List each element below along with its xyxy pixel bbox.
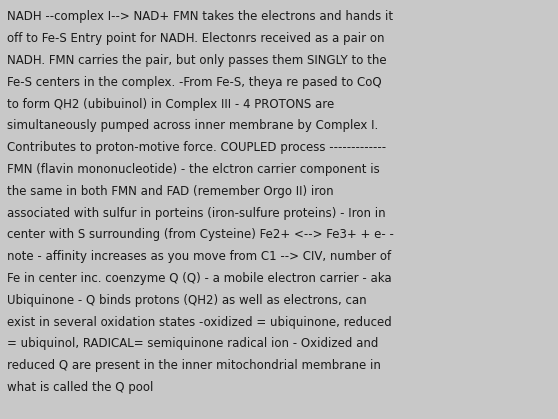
Text: Ubiquinone - Q binds protons (QH2) as well as electrons, can: Ubiquinone - Q binds protons (QH2) as we…	[7, 294, 367, 307]
Text: what is called the Q pool: what is called the Q pool	[7, 381, 153, 394]
Text: NADH --complex I--> NAD+ FMN takes the electrons and hands it: NADH --complex I--> NAD+ FMN takes the e…	[7, 10, 393, 23]
Text: NADH. FMN carries the pair, but only passes them SINGLY to the: NADH. FMN carries the pair, but only pas…	[7, 54, 387, 67]
Text: to form QH2 (ubibuinol) in Complex III - 4 PROTONS are: to form QH2 (ubibuinol) in Complex III -…	[7, 98, 334, 111]
Text: associated with sulfur in porteins (iron-sulfure proteins) - Iron in: associated with sulfur in porteins (iron…	[7, 207, 386, 220]
Text: reduced Q are present in the inner mitochondrial membrane in: reduced Q are present in the inner mitoc…	[7, 359, 381, 372]
Text: the same in both FMN and FAD (remember Orgo II) iron: the same in both FMN and FAD (remember O…	[7, 185, 334, 198]
Text: FMN (flavin mononucleotide) - the elctron carrier component is: FMN (flavin mononucleotide) - the elctro…	[7, 163, 380, 176]
Text: off to Fe-S Entry point for NADH. Electonrs received as a pair on: off to Fe-S Entry point for NADH. Electo…	[7, 32, 385, 45]
Text: = ubiquinol, RADICAL= semiquinone radical ion - Oxidized and: = ubiquinol, RADICAL= semiquinone radica…	[7, 337, 379, 350]
Text: exist in several oxidation states -oxidized = ubiquinone, reduced: exist in several oxidation states -oxidi…	[7, 316, 392, 328]
Text: center with S surrounding (from Cysteine) Fe2+ <--> Fe3+ + e- -: center with S surrounding (from Cysteine…	[7, 228, 394, 241]
Text: Fe-S centers in the complex. -From Fe-S, theya re pased to CoQ: Fe-S centers in the complex. -From Fe-S,…	[7, 76, 382, 89]
Text: simultaneously pumped across inner membrane by Complex I.: simultaneously pumped across inner membr…	[7, 119, 378, 132]
Text: note - affinity increases as you move from C1 --> CIV, number of: note - affinity increases as you move fr…	[7, 250, 391, 263]
Text: Fe in center inc. coenzyme Q (Q) - a mobile electron carrier - aka: Fe in center inc. coenzyme Q (Q) - a mob…	[7, 272, 392, 285]
Text: Contributes to proton-motive force. COUPLED process -------------: Contributes to proton-motive force. COUP…	[7, 141, 386, 154]
